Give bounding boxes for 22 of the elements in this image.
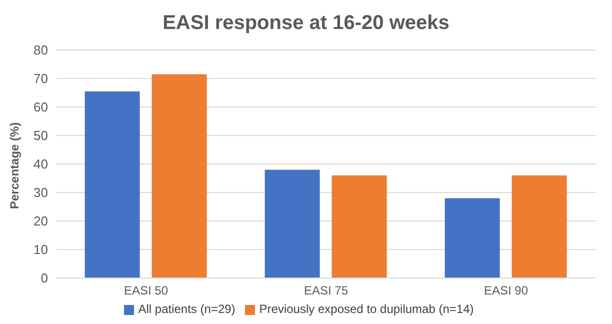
bar <box>444 198 500 278</box>
y-tick-label: 30 <box>34 185 48 200</box>
y-tick-label: 70 <box>34 71 48 86</box>
y-tick-label: 0 <box>40 270 48 286</box>
x-tick-label: EASI 75 <box>304 284 348 298</box>
x-tick-label: EASI 50 <box>124 284 168 298</box>
bar <box>152 74 207 278</box>
y-tick-label: 60 <box>34 100 48 115</box>
chart-title: EASI response at 16-20 weeks <box>162 11 450 36</box>
y-tick-label: 40 <box>34 156 48 172</box>
bar <box>84 91 140 278</box>
legend-label: Previously exposed to dupilumab (n=14) <box>259 302 474 316</box>
bar <box>264 170 320 278</box>
y-tick-label: 80 <box>34 42 48 58</box>
x-tick-label: EASI 90 <box>484 284 528 298</box>
bar <box>332 175 387 278</box>
y-tick-label: 50 <box>34 128 48 144</box>
y-tick-label: 20 <box>34 214 48 229</box>
legend-label: All patients (n=29) <box>138 302 236 316</box>
y-axis-title: Percentage (%) <box>7 122 22 209</box>
bar <box>512 175 567 278</box>
y-tick-label: 10 <box>34 242 48 258</box>
